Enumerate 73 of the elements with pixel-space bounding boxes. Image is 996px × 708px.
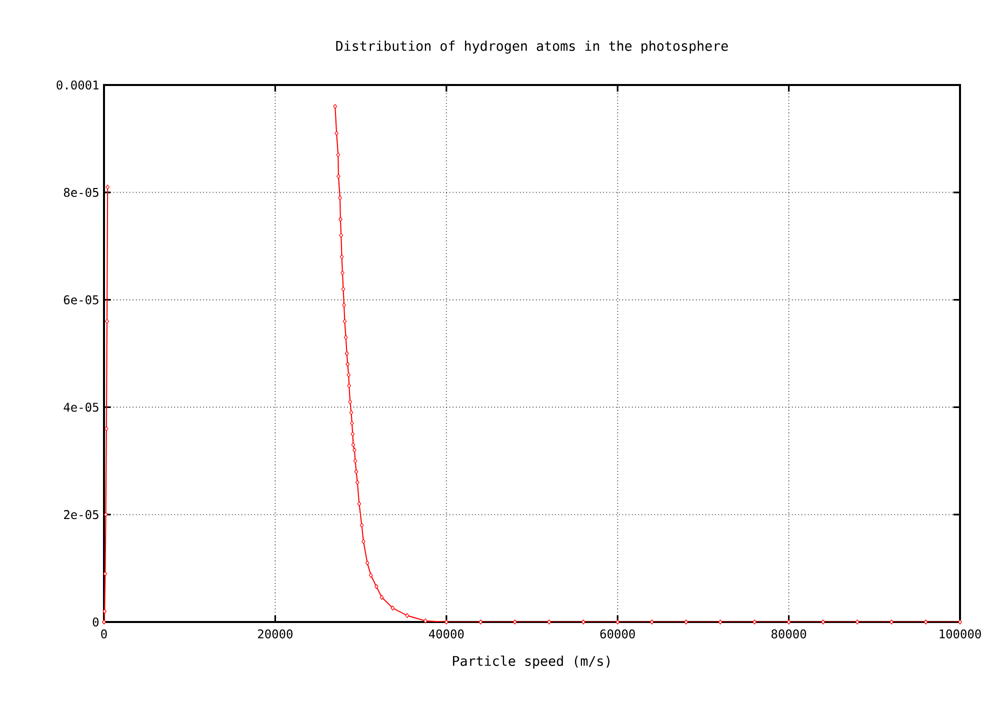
x-axis-title: Particle speed (m/s) [453,656,610,669]
x-tick-label: 100000 [940,629,981,638]
point [360,522,364,528]
point [958,620,962,624]
point [821,620,825,624]
point [424,618,428,624]
y-tick-label: 6e-05 [64,295,98,304]
point [342,318,347,324]
point [924,620,928,624]
point [718,620,722,624]
point [390,606,395,611]
point [336,152,340,158]
point [650,620,654,624]
y-tick-label: 0.0001 [56,80,98,90]
point [380,594,384,600]
chart-title: Distribution of hydrogen atoms in the photosphere [336,40,728,54]
point [855,620,860,624]
x-tick-label: 20000 [258,629,292,638]
point [338,216,342,222]
point [342,302,346,308]
point [350,420,354,426]
point [752,620,756,624]
y-tick-label: 2e-05 [64,510,98,520]
point [786,620,791,624]
point [355,480,360,485]
point [333,104,338,109]
y-tick-label: 0 [92,617,99,627]
x-tick-label: 0 [101,629,107,638]
x-tick-label: 40000 [428,629,464,638]
point [106,184,110,190]
x-tick-label: 60000 [600,629,635,638]
point [102,608,107,614]
point [368,572,373,578]
point [340,270,344,276]
x-tick-label: 80000 [772,629,806,638]
point [344,334,348,340]
point [512,620,517,624]
point [581,620,586,624]
point [336,174,340,179]
point [103,571,108,576]
point [334,130,339,136]
point [105,318,109,324]
point [349,410,354,416]
point [339,232,344,238]
point [405,613,410,618]
point [338,195,342,200]
point [362,538,366,544]
point [374,584,378,590]
point [616,620,620,624]
point [352,448,356,453]
point [547,620,552,624]
point [350,432,355,437]
point [102,620,106,624]
point [346,362,350,367]
y-tick-label: 4e-05 [64,402,98,412]
point [104,512,108,518]
point [684,620,688,624]
point [478,620,483,624]
point [341,286,346,292]
point [346,372,351,378]
y-tick-label: 8e-05 [64,188,98,197]
point [104,426,108,432]
point [357,501,362,506]
point [347,383,352,388]
point [351,442,356,448]
point [344,351,349,356]
point [340,254,344,260]
point [353,458,358,464]
point [444,620,448,624]
point [354,469,358,474]
point [348,399,352,404]
point [365,560,370,566]
point [890,620,894,624]
